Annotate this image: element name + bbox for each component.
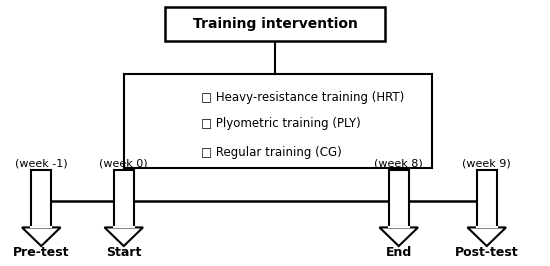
Text: Post-test: Post-test (455, 246, 519, 259)
Bar (31, 170, 51, 227)
Text: □ Regular training (CG): □ Regular training (CG) (201, 147, 342, 159)
Text: Training intervention: Training intervention (192, 17, 358, 31)
Bar (165, 7, 385, 41)
Text: Start: Start (106, 246, 141, 259)
Text: End: End (386, 246, 412, 259)
Text: Pre-test: Pre-test (13, 246, 69, 259)
Polygon shape (379, 227, 418, 246)
Text: (week 0): (week 0) (100, 159, 148, 169)
Bar (389, 170, 409, 227)
Text: □ Plyometric training (PLY): □ Plyometric training (PLY) (201, 117, 360, 130)
Text: □ Heavy-resistance training (HRT): □ Heavy-resistance training (HRT) (201, 91, 404, 103)
Polygon shape (22, 227, 61, 246)
Polygon shape (104, 227, 143, 246)
Polygon shape (468, 227, 506, 246)
Text: (week 8): (week 8) (375, 159, 423, 169)
Bar (114, 170, 134, 227)
Text: (week -1): (week -1) (15, 159, 68, 169)
Text: (week 9): (week 9) (463, 159, 511, 169)
Bar (477, 170, 497, 227)
